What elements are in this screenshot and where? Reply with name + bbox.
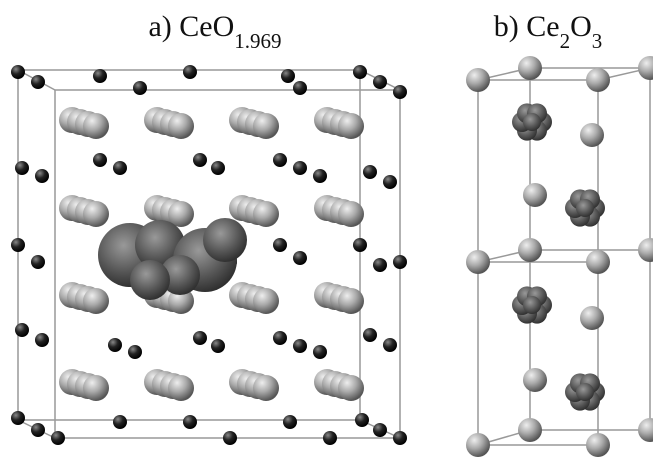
- o-atom: [293, 339, 307, 353]
- figure: a) CeO1.969 b) Ce2O3: [0, 0, 653, 462]
- ce-atom: [586, 68, 610, 92]
- o-atom: [193, 153, 207, 167]
- ce-atom: [586, 250, 610, 274]
- ce-atom: [466, 68, 490, 92]
- o-atom: [31, 423, 45, 437]
- o-atom: [393, 255, 407, 269]
- o-atom: [373, 423, 387, 437]
- ce-atom: [466, 250, 490, 274]
- ce-atom: [253, 375, 279, 401]
- o-atom: [273, 331, 287, 345]
- spin-density: [130, 260, 170, 300]
- ce-atom: [518, 56, 542, 80]
- o-atom: [293, 161, 307, 175]
- ce-atom: [638, 56, 653, 80]
- panel-title: a) CeO1.969: [148, 10, 281, 53]
- ce-atom: [83, 201, 109, 227]
- ce-atom: [168, 375, 194, 401]
- ce-atom: [83, 288, 109, 314]
- o-atom: [133, 81, 147, 95]
- o-atom: [35, 333, 49, 347]
- o-atom: [353, 65, 367, 79]
- o-atom: [523, 368, 547, 392]
- o-atom: [31, 255, 45, 269]
- o-atom: [293, 81, 307, 95]
- o-atom: [113, 415, 127, 429]
- ce-atom: [518, 238, 542, 262]
- o-atom: [183, 65, 197, 79]
- o-atom: [523, 183, 547, 207]
- o-atom: [128, 345, 142, 359]
- subscript: 3: [592, 29, 603, 53]
- o-atom: [363, 328, 377, 342]
- o-atom: [580, 123, 604, 147]
- ce-atom: [253, 201, 279, 227]
- f-orbital: [523, 296, 541, 314]
- o-atom: [273, 153, 287, 167]
- o-atom: [313, 345, 327, 359]
- subscript: 2: [560, 29, 571, 53]
- o-atom: [580, 306, 604, 330]
- o-atom: [373, 75, 387, 89]
- f-orbital: [576, 383, 594, 401]
- ce-atom: [518, 418, 542, 442]
- o-atom: [383, 175, 397, 189]
- o-atom: [183, 415, 197, 429]
- o-atom: [211, 161, 225, 175]
- o-atom: [373, 258, 387, 272]
- o-atom: [393, 431, 407, 445]
- o-atom: [31, 75, 45, 89]
- ce-atom: [638, 418, 653, 442]
- o-atom: [281, 69, 295, 83]
- ce-atom: [338, 201, 364, 227]
- o-atom: [11, 411, 25, 425]
- title-text: a) CeO: [148, 10, 234, 43]
- o-atom: [11, 65, 25, 79]
- panel-title: b) Ce2O3: [494, 10, 603, 53]
- ce-atom: [253, 113, 279, 139]
- ce-atom: [168, 113, 194, 139]
- ce-atom: [638, 238, 653, 262]
- f-orbital: [576, 199, 594, 217]
- o-atom: [108, 338, 122, 352]
- o-atom: [193, 331, 207, 345]
- o-atom: [383, 338, 397, 352]
- o-atom: [223, 431, 237, 445]
- ce-atom: [253, 288, 279, 314]
- ce-atom: [338, 288, 364, 314]
- o-atom: [51, 431, 65, 445]
- o-atom: [355, 413, 369, 427]
- title-text: O: [570, 10, 592, 43]
- o-atom: [15, 161, 29, 175]
- spin-density: [203, 218, 247, 262]
- o-atom: [93, 153, 107, 167]
- ce-atom: [466, 433, 490, 457]
- o-atom: [211, 339, 225, 353]
- o-atom: [273, 238, 287, 252]
- o-atom: [11, 238, 25, 252]
- o-atom: [113, 161, 127, 175]
- atoms: [11, 56, 653, 457]
- o-atom: [293, 251, 307, 265]
- o-atom: [93, 69, 107, 83]
- o-atom: [313, 169, 327, 183]
- o-atom: [35, 169, 49, 183]
- ce-atom: [586, 433, 610, 457]
- ce-atom: [83, 113, 109, 139]
- o-atom: [393, 85, 407, 99]
- title-text: b) Ce: [494, 10, 560, 43]
- unit-cell-b: [478, 68, 650, 445]
- o-atom: [323, 431, 337, 445]
- ce-atom: [338, 375, 364, 401]
- ce-atom: [83, 375, 109, 401]
- f-orbital: [523, 113, 541, 131]
- o-atom: [283, 415, 297, 429]
- o-atom: [15, 323, 29, 337]
- o-atom: [363, 165, 377, 179]
- page: a) CeO1.969 b) Ce2O3 (() => { const data…: [0, 0, 653, 462]
- o-atom: [353, 238, 367, 252]
- ce-atom: [338, 113, 364, 139]
- subscript: 1.969: [234, 29, 281, 53]
